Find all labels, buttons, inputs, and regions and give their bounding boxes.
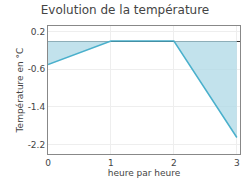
svg-text:0: 0 — [45, 158, 51, 168]
svg-text:Température en °C: Température en °C — [15, 48, 25, 134]
svg-text:Evolution de la température: Evolution de la température — [41, 3, 210, 17]
svg-text:1: 1 — [108, 158, 114, 168]
svg-text:0.2: 0.2 — [31, 27, 45, 37]
svg-text:heure par heure: heure par heure — [108, 168, 181, 178]
svg-text:3: 3 — [234, 158, 240, 168]
svg-text:2: 2 — [171, 158, 177, 168]
svg-text:-2.2: -2.2 — [28, 140, 46, 150]
svg-text:-1.4: -1.4 — [28, 102, 46, 112]
svg-text:-0.6: -0.6 — [28, 64, 46, 74]
